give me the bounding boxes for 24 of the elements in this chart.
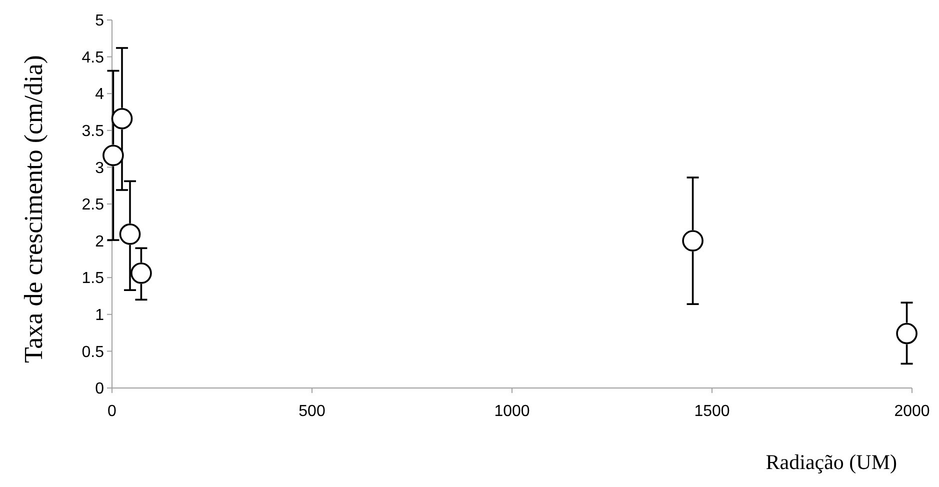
y-tick-label: 3	[95, 160, 104, 177]
y-tick-label: 0.5	[82, 344, 104, 361]
point	[896, 322, 918, 344]
y-axis-title: Taxa de crescimento (cm/dia)	[19, 55, 48, 363]
y-tick-label: 1	[95, 307, 104, 324]
point	[130, 262, 152, 284]
x-tick-label: 0	[108, 403, 117, 420]
y-tick-label: 5	[95, 12, 104, 30]
y-tick-label: 4.5	[82, 49, 104, 66]
y-tick-label: 2	[95, 233, 104, 250]
point	[102, 144, 124, 166]
x-axis-title: Radiação (UM)	[766, 450, 897, 474]
y-tick-label: 1.5	[82, 270, 104, 288]
x-tick-label: 500	[298, 403, 326, 420]
x-tick-label: 1000	[494, 403, 530, 420]
y-tick-label: 2.5	[82, 196, 104, 214]
point	[682, 230, 704, 252]
point	[119, 224, 141, 245]
y-tick-label: 4	[95, 86, 104, 104]
x-tick-label: 2000	[894, 403, 930, 420]
y-tick-label: 0	[95, 380, 104, 398]
y-tick-label: 3.5	[82, 123, 104, 140]
point	[111, 108, 133, 130]
x-tick-label: 1500	[694, 403, 730, 420]
